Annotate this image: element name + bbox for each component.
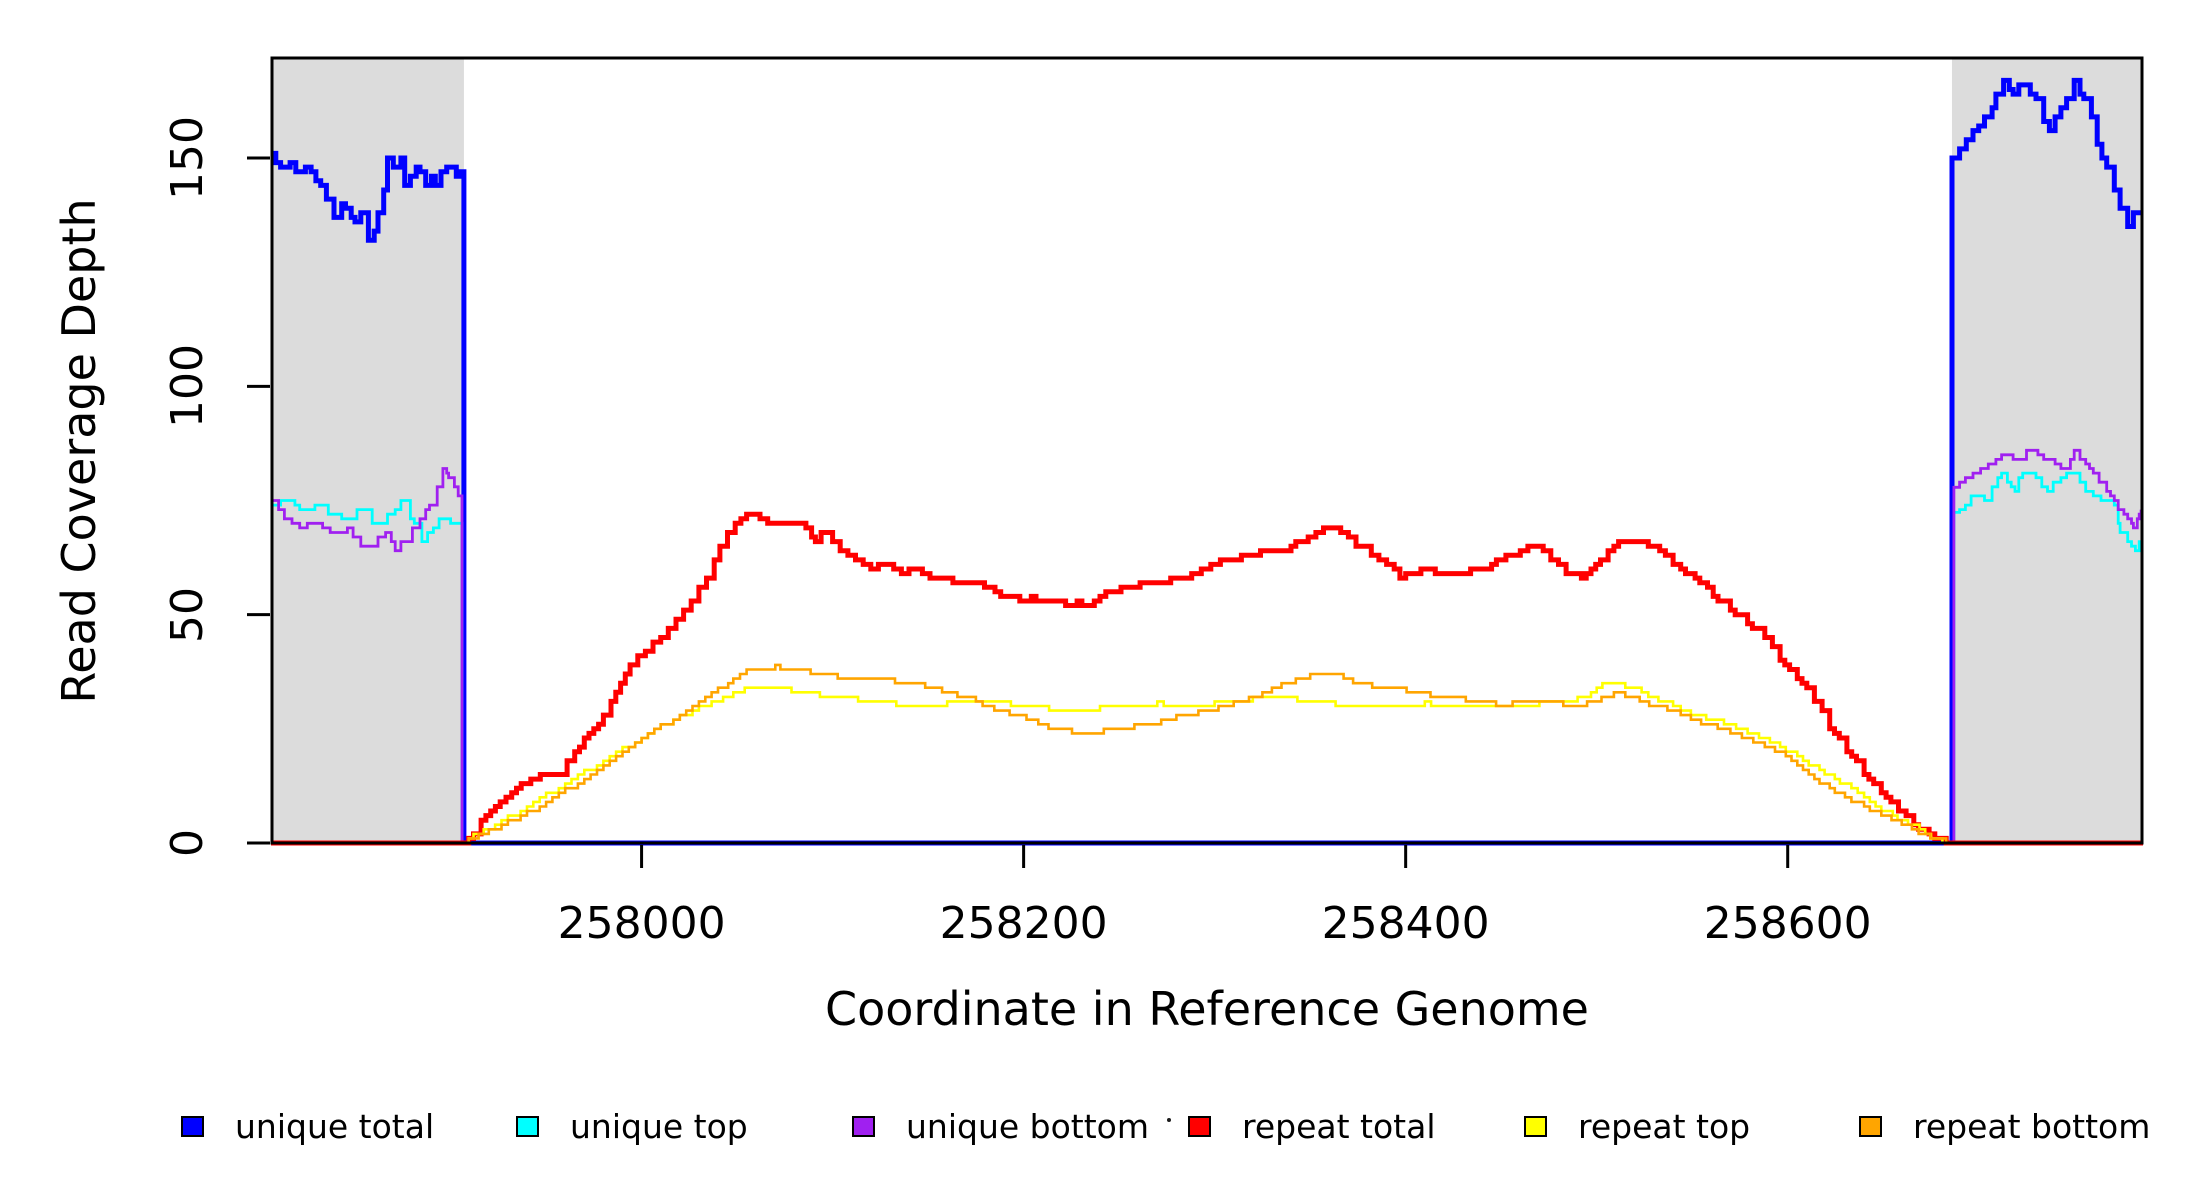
series-unique-bottom [271, 448, 2143, 845]
left-repeat-flank-shading [271, 57, 464, 844]
series-unique-total [271, 77, 2142, 846]
series-group [271, 77, 2143, 846]
x-axis-title: Coordinate in Reference Genome [825, 982, 1589, 1036]
series-repeat-bottom [271, 663, 2143, 845]
y-axis-title: Read Coverage Depth [52, 198, 106, 704]
x-tick-label-258000: 258000 [557, 898, 726, 949]
plot-border [270, 56, 2144, 845]
y-tick-label-0: 0 [162, 829, 213, 857]
series-unique-top [271, 471, 2143, 845]
y-tick-label-100: 100 [162, 344, 213, 429]
x-tick-label-258400: 258400 [1321, 898, 1490, 949]
y-tick-label-50: 50 [162, 586, 213, 643]
right-repeat-flank-shading [1951, 57, 2143, 844]
x-tick-label-258200: 258200 [939, 898, 1108, 949]
x-tick-label-258600: 258600 [1703, 898, 1872, 949]
y-tick-label-150: 150 [162, 116, 213, 200]
series-repeat-total [271, 511, 2143, 846]
series-repeat-top [271, 681, 2143, 845]
stray-dot [1167, 1118, 1171, 1122]
